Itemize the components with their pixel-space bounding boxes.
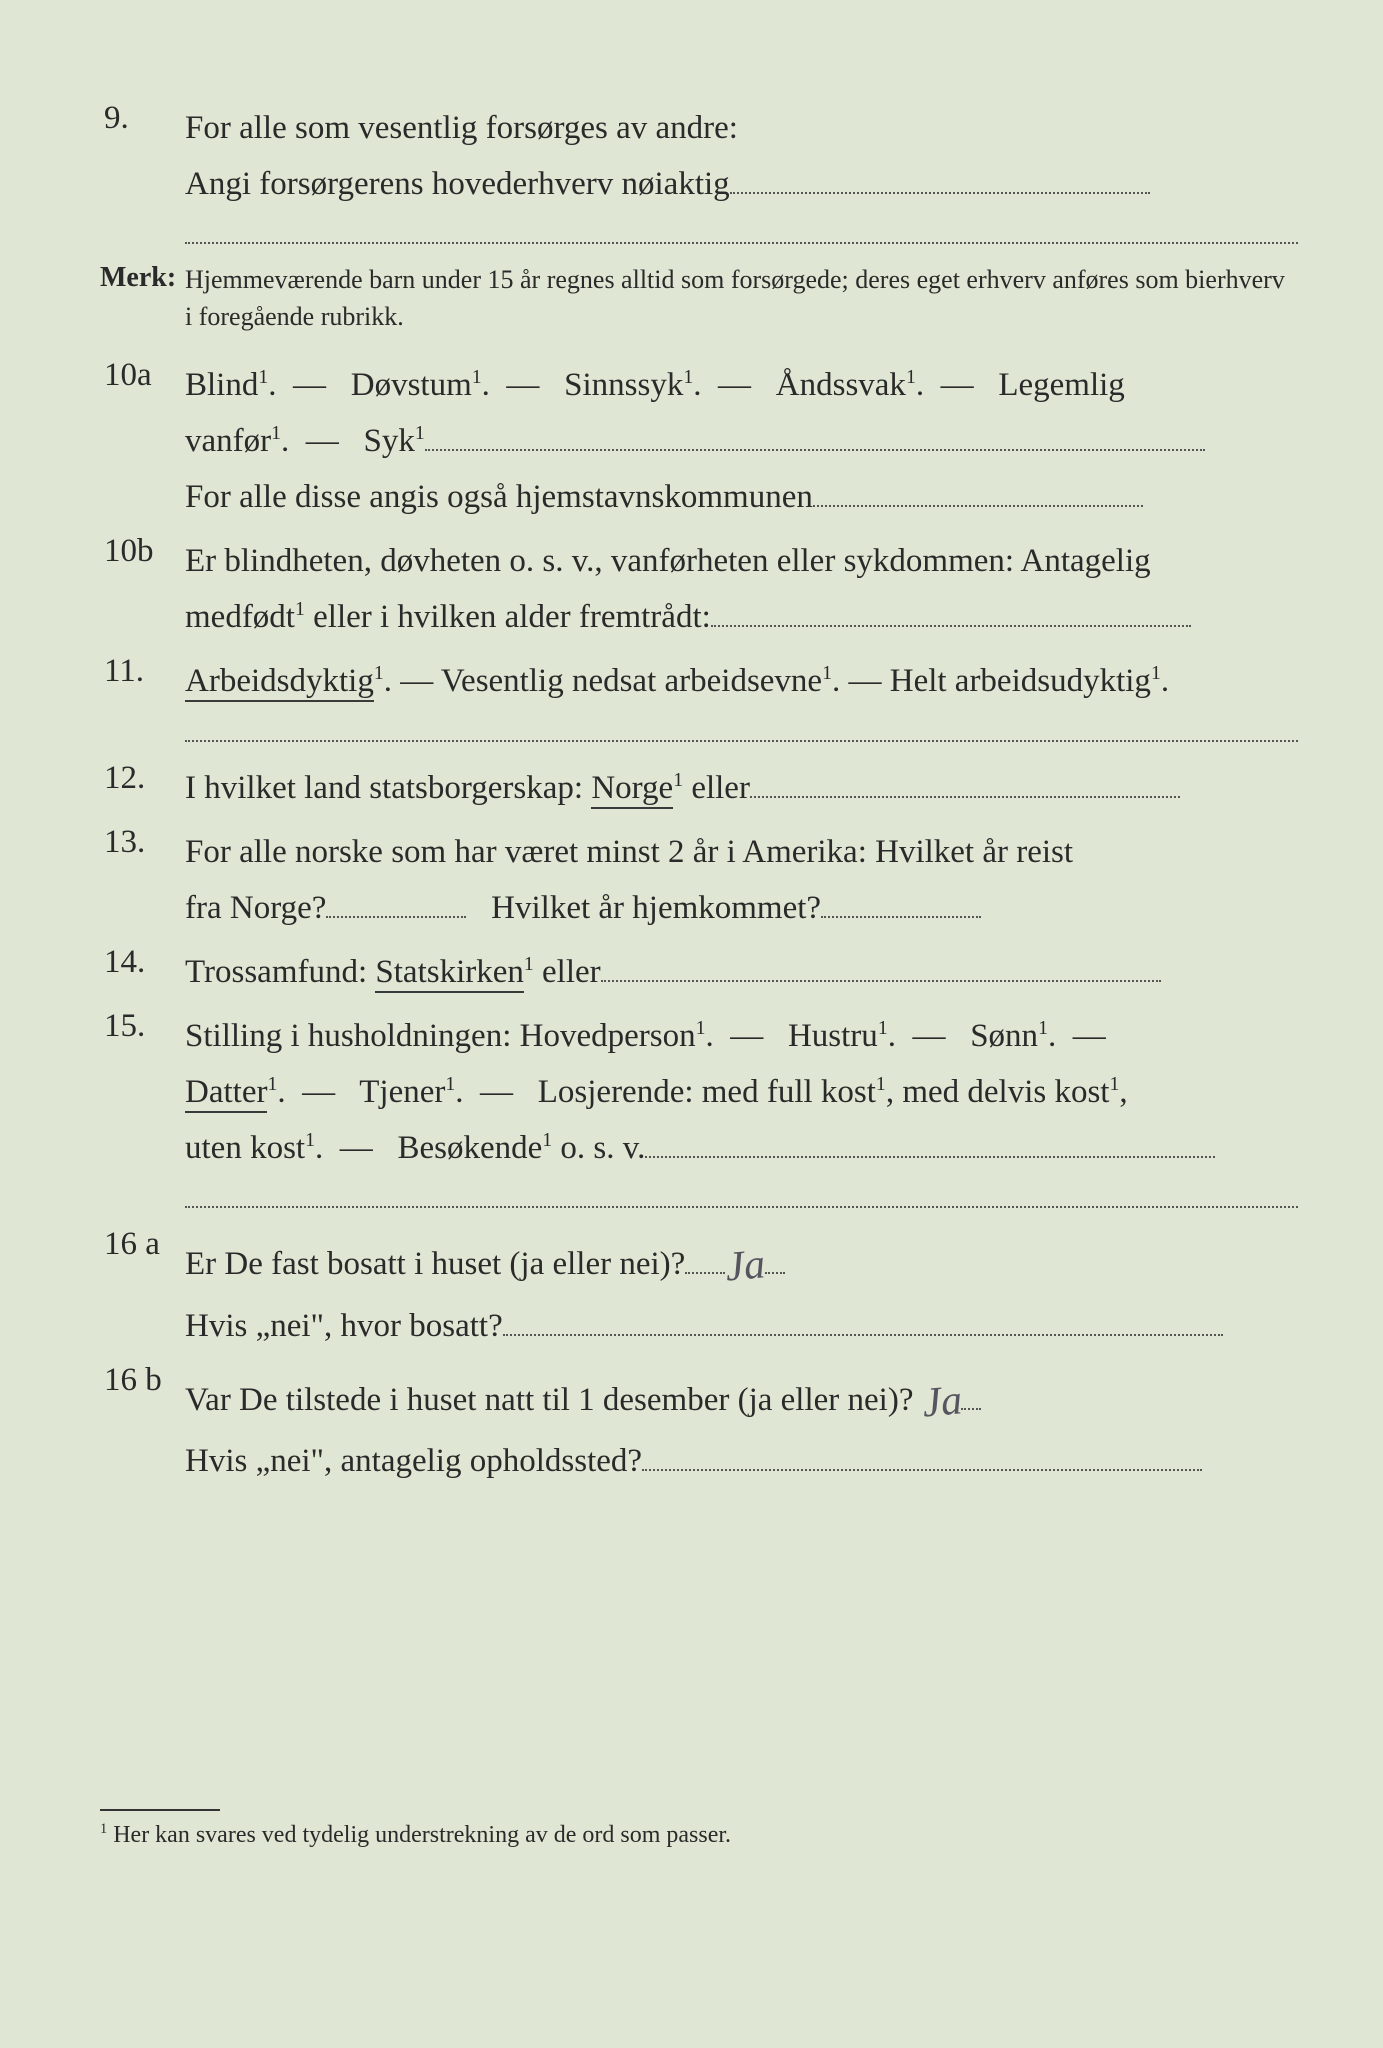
q16b-number: 16 b — [100, 1362, 185, 1399]
q16a-line1: Er De fast bosatt i huset (ja eller nei)… — [185, 1246, 685, 1282]
q16b-line1: Var De tilstede i huset natt til 1 desem… — [185, 1382, 913, 1418]
q14-number: 14. — [100, 944, 185, 981]
q14-content: Trossamfund: Statskirken1 eller — [185, 944, 1298, 1000]
q14-statskirken: Statskirken — [375, 954, 523, 993]
q10b-medfodt: medfødt — [185, 599, 295, 635]
q9-content: For alle som vesentlig forsørges av andr… — [185, 100, 1298, 212]
q10a-dovstum: Døvstum — [351, 367, 472, 403]
question-16a: 16 a Er De fast bosatt i huset (ja eller… — [100, 1226, 1298, 1353]
q13-blank1 — [326, 885, 466, 918]
footnote-rule — [100, 1809, 220, 1811]
q10a-sinnssyk: Sinnssyk — [564, 367, 683, 403]
q9-blank — [730, 161, 1150, 194]
q11-content: Arbeidsdyktig1. — Vesentlig nedsat arbei… — [185, 653, 1298, 709]
q12-content: I hvilket land statsborgerskap: Norge1 e… — [185, 760, 1298, 816]
q13-content: For alle norske som har været minst 2 år… — [185, 824, 1298, 936]
q10a-number: 10a — [100, 357, 185, 394]
q16b-blank-post — [961, 1377, 981, 1410]
q13-line1: For alle norske som har været minst 2 år… — [185, 834, 1073, 870]
q15-line1a: Stilling i husholdningen: Hovedperson — [185, 1018, 696, 1054]
q13-line2b: Hvilket år hjemkommet? — [491, 890, 821, 926]
q16a-line2: Hvis „nei", hvor bosatt? — [185, 1308, 503, 1344]
q10b-line2b: eller i hvilken alder fremtrådt: — [305, 599, 711, 635]
census-form-page: 9. For alle som vesentlig forsørges av a… — [100, 100, 1298, 1988]
q13-number: 13. — [100, 824, 185, 861]
q15-blank — [645, 1125, 1215, 1158]
q12-blank — [750, 765, 1180, 798]
q10b-content: Er blindheten, døvheten o. s. v., vanfør… — [185, 533, 1298, 645]
q10a-content: Blind1. — Døvstum1. — Sinnssyk1. — Åndss… — [185, 357, 1298, 525]
question-10b: 10b Er blindheten, døvheten o. s. v., va… — [100, 533, 1298, 645]
footnote: 1 Her kan svares ved tydelig understrekn… — [100, 1821, 1298, 1849]
q11-nedsat: Vesentlig nedsat arbeidsevne — [441, 663, 822, 699]
q14-blank — [601, 949, 1161, 982]
question-15: 15. Stilling i husholdningen: Hovedperso… — [100, 1008, 1298, 1176]
question-16b: 16 b Var De tilstede i huset natt til 1 … — [100, 1362, 1298, 1489]
q15-content: Stilling i husholdningen: Hovedperson1. … — [185, 1008, 1298, 1176]
q15-besokende: Besøkende — [397, 1130, 542, 1166]
q16a-content: Er De fast bosatt i huset (ja eller nei)… — [185, 1226, 1298, 1353]
q9-number: 9. — [100, 100, 185, 137]
q10a-blank — [425, 418, 1205, 451]
q16a-blank2 — [503, 1303, 1223, 1336]
q15-sonn: Sønn — [970, 1018, 1038, 1054]
q12-eller: eller — [691, 770, 750, 806]
q12-norge: Norge — [591, 770, 673, 809]
q14-eller: eller — [542, 954, 601, 990]
question-10a: 10a Blind1. — Døvstum1. — Sinnssyk1. — Å… — [100, 357, 1298, 525]
q12-number: 12. — [100, 760, 185, 797]
q10b-blank — [711, 594, 1191, 627]
divider-after-11 — [185, 740, 1298, 742]
q15-datter: Datter — [185, 1074, 267, 1113]
q11-number: 11. — [100, 653, 185, 690]
q11-udyktig: Helt arbeidsudyktig — [890, 663, 1151, 699]
q16b-content: Var De tilstede i huset natt til 1 desem… — [185, 1362, 1298, 1489]
merk-note: Merk: Hjemmeværende barn under 15 år reg… — [100, 262, 1298, 335]
q16b-blank2 — [642, 1438, 1202, 1471]
q16a-number: 16 a — [100, 1226, 185, 1263]
q9-line2: Angi forsørgerens hovederhverv nøiaktig — [185, 166, 730, 202]
merk-label: Merk: — [100, 262, 185, 294]
q16a-blank-pre — [685, 1241, 725, 1274]
question-12: 12. I hvilket land statsborgerskap: Norg… — [100, 760, 1298, 816]
question-14: 14. Trossamfund: Statskirken1 eller — [100, 944, 1298, 1000]
divider-after-15 — [185, 1206, 1298, 1208]
q15-utenkost: uten kost — [185, 1130, 305, 1166]
question-11: 11. Arbeidsdyktig1. — Vesentlig nedsat a… — [100, 653, 1298, 709]
q15-delvis: , med delvis kost — [886, 1074, 1110, 1110]
q11-arbeidsdyktig: Arbeidsdyktig — [185, 663, 374, 702]
q13-blank2 — [821, 885, 981, 918]
q16b-line2: Hvis „nei", antagelig opholdssted? — [185, 1443, 642, 1479]
q10a-legemlig: Legemlig — [998, 367, 1124, 403]
q15-tjener: Tjener — [359, 1074, 445, 1110]
q16a-blank-post — [765, 1241, 785, 1274]
q10a-blank2 — [813, 474, 1143, 507]
q10a-andssvak: Åndssvak — [776, 367, 906, 403]
q16b-answer: Ja — [919, 1365, 965, 1440]
q10a-vanfor: vanfør — [185, 423, 271, 459]
q12-text: I hvilket land statsborgerskap: — [185, 770, 591, 806]
q13-line2a: fra Norge? — [185, 890, 326, 926]
q15-hustru: Hustru — [788, 1018, 878, 1054]
q10a-line3: For alle disse angis også hjemstavnskomm… — [185, 479, 813, 515]
q10a-blind: Blind — [185, 367, 258, 403]
q10b-line1: Er blindheten, døvheten o. s. v., vanfør… — [185, 543, 1151, 579]
q14-text: Trossamfund: — [185, 954, 375, 990]
q15-losjerende: Losjerende: med full kost — [538, 1074, 876, 1110]
divider-after-9 — [185, 242, 1298, 244]
question-13: 13. For alle norske som har været minst … — [100, 824, 1298, 936]
q15-number: 15. — [100, 1008, 185, 1045]
q16a-answer: Ja — [723, 1230, 769, 1305]
q15-osv: o. s. v. — [552, 1130, 645, 1166]
footnote-text: Her kan svares ved tydelig understreknin… — [107, 1822, 731, 1848]
q10a-syk: Syk — [364, 423, 415, 459]
question-9: 9. For alle som vesentlig forsørges av a… — [100, 100, 1298, 212]
q9-line1: For alle som vesentlig forsørges av andr… — [185, 110, 738, 146]
merk-text: Hjemmeværende barn under 15 år regnes al… — [185, 262, 1298, 335]
q10b-number: 10b — [100, 533, 185, 570]
